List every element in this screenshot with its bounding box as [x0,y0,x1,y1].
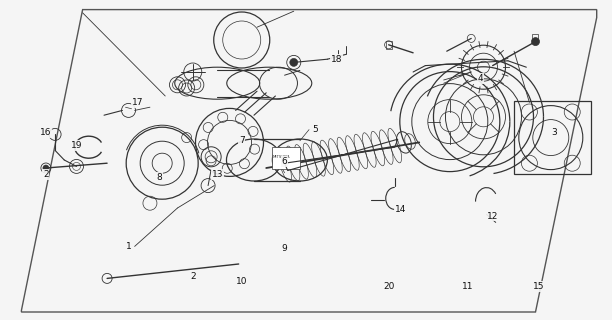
Text: 8: 8 [156,173,162,182]
Circle shape [289,59,298,67]
Text: 5: 5 [312,125,318,134]
Text: 10: 10 [236,277,247,286]
Text: 13: 13 [212,170,223,179]
Text: 16: 16 [40,128,51,137]
Text: 12: 12 [487,212,498,220]
Text: 4: 4 [477,74,483,83]
Text: 6: 6 [282,157,288,166]
Text: 7: 7 [239,136,245,145]
Text: 2: 2 [43,170,49,179]
Text: 14: 14 [395,205,406,214]
Text: 20: 20 [383,282,394,291]
Text: 11: 11 [463,282,474,291]
Text: 1: 1 [125,242,132,251]
Text: 17: 17 [132,98,143,107]
Text: 9: 9 [282,244,288,252]
Text: 18: 18 [331,55,342,64]
Text: MITSUBA: MITSUBA [272,155,289,159]
FancyBboxPatch shape [272,147,300,169]
Text: 19: 19 [71,141,82,150]
Circle shape [531,38,540,46]
Circle shape [43,165,49,171]
Text: 3: 3 [551,128,557,137]
Text: 15: 15 [533,282,544,291]
Text: 2: 2 [190,272,196,281]
